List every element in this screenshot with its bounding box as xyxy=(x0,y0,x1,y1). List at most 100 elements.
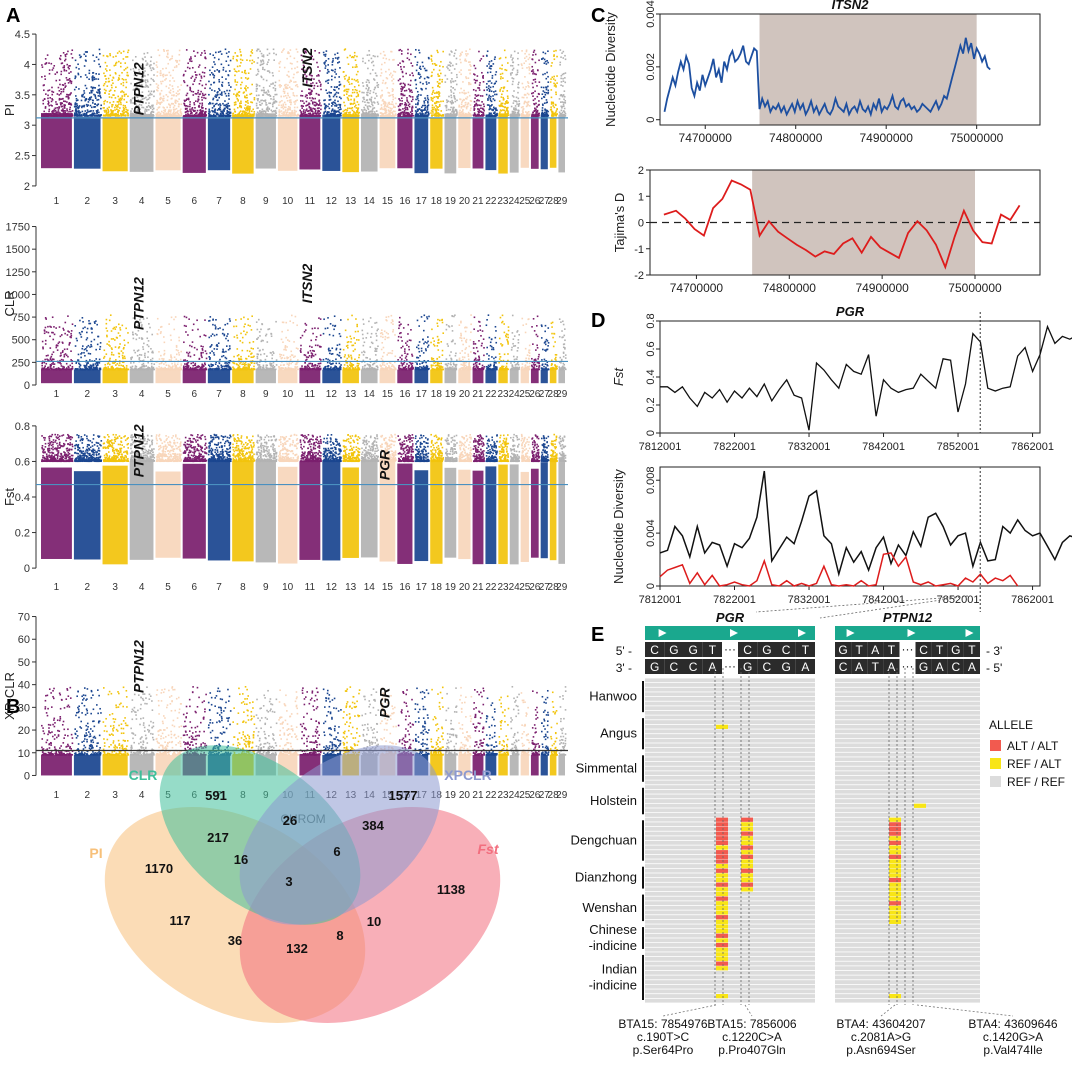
point xyxy=(449,61,451,64)
point xyxy=(211,89,213,91)
point xyxy=(100,104,103,107)
point xyxy=(349,54,351,57)
point xyxy=(159,103,161,106)
point xyxy=(550,65,553,67)
point xyxy=(166,114,169,117)
point xyxy=(272,105,274,108)
point xyxy=(431,71,433,74)
point xyxy=(411,105,414,108)
point xyxy=(309,92,312,94)
point-band xyxy=(129,113,154,172)
point xyxy=(374,112,377,115)
point xyxy=(308,92,310,95)
point xyxy=(293,106,296,109)
point xyxy=(82,114,85,117)
point xyxy=(145,64,148,66)
point xyxy=(405,111,408,114)
point xyxy=(60,352,62,354)
point xyxy=(237,113,240,116)
point xyxy=(279,60,282,63)
point xyxy=(258,112,260,115)
point xyxy=(411,109,413,111)
point xyxy=(66,334,69,336)
point xyxy=(107,109,109,111)
point xyxy=(189,101,191,103)
point xyxy=(402,75,404,78)
point xyxy=(402,108,404,110)
point xyxy=(144,56,146,58)
point xyxy=(60,91,63,93)
point xyxy=(384,111,387,114)
point xyxy=(340,114,342,117)
point xyxy=(272,48,275,51)
chrom-points-14 xyxy=(360,49,380,172)
point xyxy=(209,53,212,55)
point xyxy=(138,108,141,111)
point xyxy=(501,64,503,67)
point xyxy=(164,108,167,111)
point xyxy=(409,115,411,117)
point xyxy=(550,89,553,91)
chrom-points-16 xyxy=(397,48,414,169)
point xyxy=(66,112,68,115)
point xyxy=(56,103,58,106)
point xyxy=(452,80,455,83)
point xyxy=(460,111,463,114)
point xyxy=(536,115,538,117)
point xyxy=(110,113,112,115)
point xyxy=(255,85,258,88)
point xyxy=(450,89,452,91)
point xyxy=(253,97,256,99)
point xyxy=(389,94,392,97)
point xyxy=(427,56,430,59)
point xyxy=(477,87,479,89)
point xyxy=(127,49,130,52)
point xyxy=(427,111,430,113)
point xyxy=(45,115,48,117)
point xyxy=(90,86,93,88)
point xyxy=(541,93,544,95)
point xyxy=(201,114,204,117)
point xyxy=(223,110,225,112)
point xyxy=(464,101,467,104)
point xyxy=(62,109,64,112)
point xyxy=(563,95,566,98)
point xyxy=(126,56,129,58)
point xyxy=(204,107,207,110)
point xyxy=(478,109,481,112)
point xyxy=(415,98,417,101)
point xyxy=(297,113,299,116)
point xyxy=(284,86,287,88)
point xyxy=(86,115,89,117)
point xyxy=(99,53,101,55)
point xyxy=(123,112,125,114)
point xyxy=(556,113,558,115)
point xyxy=(268,70,270,72)
point xyxy=(510,56,512,58)
point xyxy=(494,90,497,92)
point xyxy=(303,109,305,111)
point xyxy=(162,106,165,109)
point xyxy=(263,100,265,102)
point xyxy=(221,85,224,87)
point xyxy=(229,108,231,111)
point xyxy=(145,102,147,104)
point xyxy=(525,55,528,58)
y-tick-label: 1250 xyxy=(6,267,30,279)
point xyxy=(469,109,472,112)
point xyxy=(111,104,113,106)
point xyxy=(388,101,390,104)
point xyxy=(489,80,491,82)
point xyxy=(203,112,206,114)
point xyxy=(296,115,299,117)
point xyxy=(144,70,146,72)
point xyxy=(262,78,265,81)
point xyxy=(107,80,110,83)
point xyxy=(106,107,109,110)
point xyxy=(293,110,296,112)
point xyxy=(448,53,451,56)
point xyxy=(478,108,480,111)
point xyxy=(169,59,171,61)
point xyxy=(268,108,270,110)
point xyxy=(189,108,191,111)
